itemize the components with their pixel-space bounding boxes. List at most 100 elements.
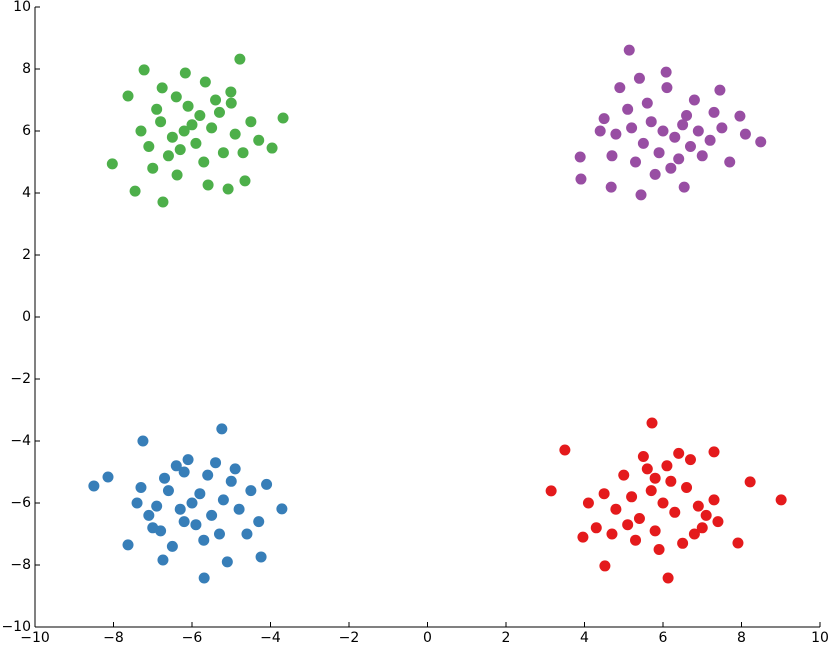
point — [622, 519, 634, 531]
point — [245, 116, 257, 128]
point — [198, 156, 210, 168]
point — [755, 136, 767, 148]
point — [669, 506, 681, 518]
point — [649, 525, 661, 537]
x-tick-label: −10 — [20, 630, 50, 646]
y-tick-label: 4 — [22, 185, 31, 201]
point — [222, 183, 234, 195]
point — [276, 503, 288, 515]
point — [194, 110, 206, 121]
point — [266, 142, 278, 154]
x-tick-label: 10 — [811, 630, 829, 646]
point — [637, 451, 649, 462]
point — [237, 147, 249, 159]
point — [677, 119, 689, 131]
point — [545, 485, 557, 497]
point — [206, 122, 218, 134]
point — [135, 482, 147, 493]
point — [234, 53, 246, 65]
point — [657, 125, 669, 137]
point — [610, 128, 622, 140]
y-tick-label: −10 — [1, 619, 31, 635]
x-tick-label: −2 — [339, 630, 360, 646]
point — [174, 503, 186, 515]
point — [708, 494, 720, 506]
point — [700, 509, 712, 521]
point — [724, 156, 736, 168]
point — [641, 97, 653, 109]
point — [630, 534, 642, 546]
point — [575, 173, 587, 185]
point — [598, 113, 610, 125]
point — [716, 122, 728, 134]
point — [151, 500, 163, 512]
point — [626, 122, 638, 134]
point — [677, 537, 689, 549]
point — [559, 444, 571, 456]
point — [147, 162, 159, 174]
point — [577, 531, 589, 543]
point — [678, 181, 690, 193]
point — [744, 476, 756, 488]
point — [582, 497, 594, 509]
point — [732, 537, 744, 549]
point — [213, 528, 225, 540]
point — [166, 540, 178, 552]
point — [606, 528, 618, 540]
point — [229, 128, 241, 140]
point — [131, 497, 143, 509]
point — [229, 463, 241, 475]
y-tick-label: −2 — [10, 371, 31, 387]
x-tick-label: 2 — [502, 630, 511, 646]
point — [143, 509, 155, 521]
point — [178, 125, 190, 137]
point — [253, 134, 265, 146]
point — [179, 67, 191, 79]
point — [590, 522, 602, 534]
point — [216, 423, 228, 435]
point — [122, 90, 134, 102]
point — [574, 151, 586, 163]
point — [594, 125, 606, 137]
x-tick-label: −6 — [182, 630, 203, 646]
point — [261, 478, 273, 490]
point — [712, 516, 724, 528]
point — [182, 100, 194, 112]
point — [253, 516, 265, 528]
y-tick-label: −4 — [10, 433, 31, 449]
point — [661, 82, 673, 94]
point — [633, 513, 645, 524]
point — [775, 494, 787, 506]
y-tick-label: 0 — [22, 309, 31, 325]
point — [635, 189, 647, 201]
point — [239, 175, 251, 187]
point — [213, 106, 225, 118]
point — [708, 106, 720, 118]
point — [688, 94, 700, 106]
point — [155, 116, 167, 128]
point — [739, 128, 751, 140]
point — [714, 84, 726, 96]
point — [137, 435, 149, 447]
point — [618, 469, 630, 481]
point — [170, 460, 182, 472]
point — [669, 131, 681, 143]
point — [660, 66, 672, 78]
point — [684, 454, 696, 466]
point — [156, 82, 168, 94]
point — [614, 82, 626, 94]
point — [241, 528, 253, 540]
point — [106, 158, 118, 170]
point — [194, 488, 206, 500]
point — [186, 119, 198, 131]
point — [171, 169, 183, 181]
point — [692, 125, 704, 137]
point — [605, 181, 617, 193]
point — [138, 64, 150, 76]
x-tick-label: 6 — [659, 630, 668, 646]
point — [122, 539, 134, 551]
point — [696, 522, 708, 534]
point — [186, 497, 198, 509]
point — [245, 485, 257, 497]
point — [734, 110, 746, 122]
